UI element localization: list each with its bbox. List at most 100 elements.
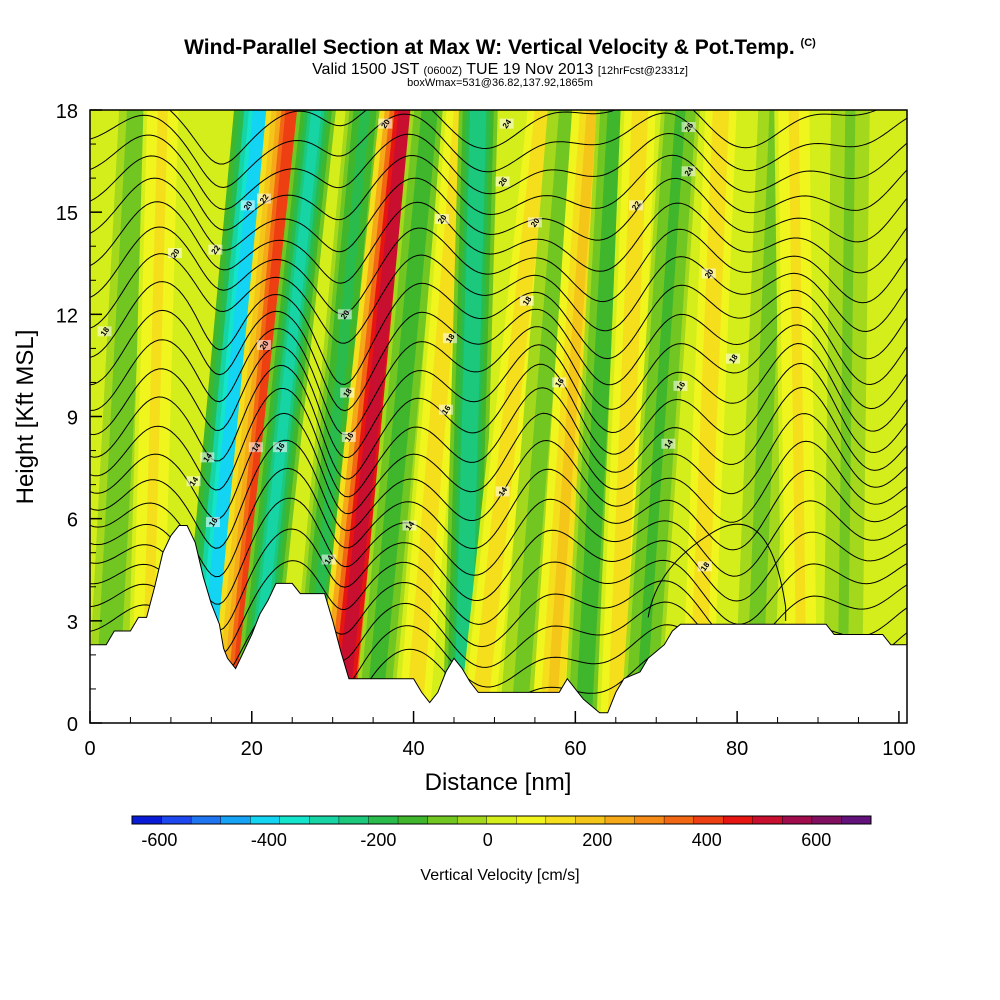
theta-label-3: 20 [240, 199, 255, 212]
theta-contour-15 [90, 281, 907, 386]
theta-label-6: 14 [200, 451, 215, 464]
theta-label-bg-21 [495, 176, 510, 187]
theta-label-9: 14 [248, 441, 263, 454]
theta-label-18: 16 [438, 403, 453, 416]
chart-subtitle: Valid 1500 JST (0600Z) TUE 19 Nov 2013 [… [312, 61, 688, 78]
theta-label-31: 16 [673, 379, 688, 392]
theta-label-bg-5 [256, 339, 271, 350]
colorbar-tick-label-5: 400 [692, 830, 722, 850]
theta-contour-18 [90, 201, 907, 284]
x-tick-label-3: 60 [564, 738, 586, 760]
colorbar-swatch-11 [456, 815, 488, 825]
theta-label-bg-15 [378, 118, 393, 129]
theta-label-27: 24 [681, 165, 696, 178]
theta-label-bg-16 [434, 213, 449, 224]
velocity-band-11-layer-4 [513, 110, 573, 723]
colorbar-swatch-20 [723, 815, 754, 825]
x-tick-label-5: 100 [882, 738, 915, 760]
y-tick-label-3: 9 [67, 408, 78, 430]
colorbar-swatch-21 [752, 815, 783, 825]
velocity-band-8-layer-4 [408, 110, 468, 723]
theta-label-bg-14 [321, 554, 336, 565]
colorbar-swatch-22 [782, 815, 813, 825]
colorbar-frame [131, 815, 872, 825]
velocity-band-13-layer-4 [578, 110, 621, 723]
theta-label-2: 22 [208, 243, 223, 256]
theta-contour-14 [90, 306, 907, 412]
colorbar-swatch-5 [279, 815, 310, 825]
velocity-band-18-layer-4 [788, 110, 807, 723]
theta-contour-21 [90, 132, 907, 210]
theta-contour-19 [90, 177, 907, 253]
theta-contour-6 [90, 497, 907, 605]
colorbar-swatch-19 [693, 815, 724, 825]
theta-contour-17 [90, 226, 907, 315]
theta-contour-4 [90, 559, 907, 656]
theta-label-23: 18 [519, 294, 534, 307]
theta-label-bg-8 [205, 517, 220, 528]
theta-contour-10 [90, 386, 907, 498]
theta-label-30: 18 [726, 352, 741, 365]
theta-label-bg-25 [495, 486, 510, 497]
theta-label-bg-6 [200, 452, 215, 463]
velocity-band-0-layer-4 [101, 110, 144, 723]
vertical-velocity-field [90, 110, 907, 723]
velocity-band-15-layer-4 [635, 110, 686, 723]
colorbar-swatch-24 [841, 815, 872, 825]
theta-label-19: 14 [402, 519, 417, 532]
colorbar-swatch-6 [309, 815, 340, 825]
theta-label-10: 16 [273, 441, 288, 454]
theta-label-7: 14 [186, 475, 201, 488]
theta-label-5: 20 [256, 339, 271, 351]
theta-label-16: 20 [434, 213, 449, 225]
theta-label-bg-9 [248, 442, 263, 453]
theta-label-20: 24 [499, 117, 514, 130]
theta-contour-5 [90, 528, 907, 631]
colorbar: -600 -400 -200 0 200 400 600 [131, 815, 872, 850]
theta-label-bg-1 [167, 248, 182, 259]
y-tick-label-1: 3 [67, 612, 78, 634]
x-tick-label-2: 40 [402, 738, 424, 760]
theta-label-33: 18 [697, 560, 712, 573]
terrain-profile [89, 525, 908, 724]
theta-label-24: 16 [552, 376, 567, 389]
x-tick-label-0: 0 [84, 738, 95, 760]
colorbar-swatch-1 [161, 815, 192, 825]
theta-label-bg-2 [208, 244, 223, 255]
x-tick-label-4: 80 [726, 738, 748, 760]
colorbar-swatch-8 [368, 815, 399, 825]
colorbar-swatch-2 [190, 815, 222, 825]
y-tick-label-6: 18 [56, 101, 78, 123]
colorbar-label: Vertical Velocity [cm/s] [420, 867, 579, 884]
y-tick-label-0: 0 [67, 714, 78, 736]
theta-label-bg-13 [341, 431, 356, 442]
theta-contour-20 [90, 154, 907, 231]
theta-contour-13 [90, 324, 907, 436]
theta-label-22: 20 [527, 216, 542, 229]
theta-label-bg-12 [340, 387, 355, 398]
x-axis-label: Distance [nm] [425, 769, 572, 796]
colorbar-swatch-17 [634, 815, 665, 825]
theta-label-bg-0 [97, 326, 112, 337]
velocity-band-6-layer-4 [334, 110, 413, 723]
y-tick-label-2: 6 [67, 510, 78, 532]
colorbar-swatch-4 [250, 815, 281, 825]
axes: 0 20 40 60 80 100 0 3 6 9 12 15 18 [56, 101, 916, 760]
theta-label-bg-22 [527, 217, 542, 228]
theta-label-26: 26 [681, 121, 696, 134]
theta-contour-9 [90, 412, 907, 520]
colorbar-swatch-18 [663, 815, 695, 825]
chart-subtitle-2: boxWmax=531@36.82,137.92,1865m [407, 77, 593, 89]
colorbar-tick-label-4: 200 [582, 830, 612, 850]
theta-label-11: 20 [337, 308, 352, 321]
theta-label-0: 18 [97, 325, 112, 338]
theta-label-bg-33 [697, 561, 712, 572]
velocity-band-19-layer-4 [837, 110, 856, 723]
theta-contour-22 [90, 112, 907, 189]
colorbar-swatch-12 [486, 815, 517, 825]
theta-contour-12 [90, 342, 907, 459]
velocity-band-1-layer-4 [141, 110, 168, 723]
velocity-band-14-layer-4 [610, 110, 646, 723]
theta-label-17: 18 [442, 332, 457, 345]
theta-label-bg-17 [442, 333, 457, 344]
